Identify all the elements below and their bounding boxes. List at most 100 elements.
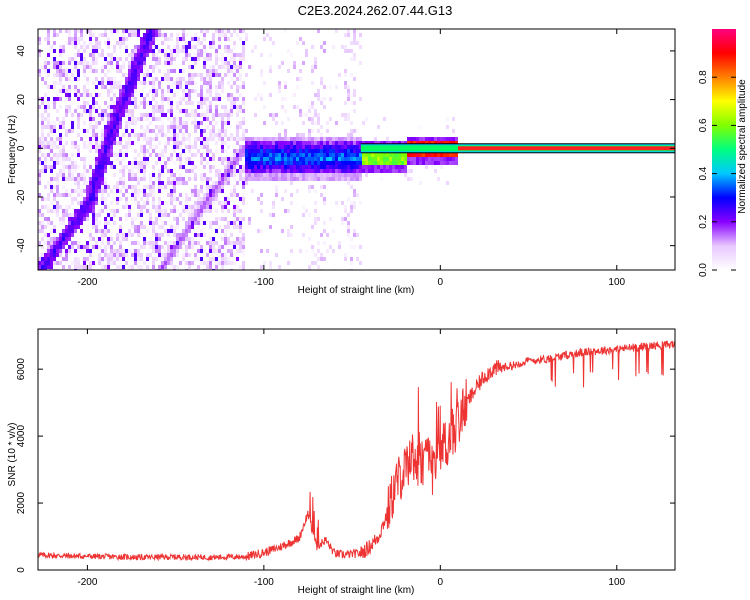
heatmap-cell bbox=[125, 73, 128, 77]
heatmap-cell bbox=[215, 173, 218, 177]
heatmap-cell bbox=[188, 137, 191, 141]
heatmap-cell bbox=[410, 177, 413, 181]
heatmap-cell bbox=[179, 141, 182, 145]
heatmap-cell bbox=[314, 189, 317, 193]
snr-x-ticks: -200 -100 0 100 bbox=[77, 329, 626, 588]
heatmap-cell bbox=[197, 41, 200, 45]
heatmap-cell bbox=[218, 97, 221, 101]
heatmap-cell bbox=[293, 61, 296, 65]
heatmap-cell bbox=[215, 73, 218, 77]
heatmap-cell bbox=[197, 221, 200, 225]
heatmap-cell bbox=[278, 141, 281, 145]
heatmap-cell bbox=[167, 85, 170, 89]
heatmap-cell bbox=[104, 101, 107, 105]
heatmap-cell bbox=[188, 77, 191, 81]
heatmap-cell bbox=[263, 145, 266, 149]
heatmap-cell bbox=[230, 189, 233, 193]
heatmap-cell bbox=[203, 45, 206, 49]
heatmap-cell bbox=[62, 177, 65, 181]
heatmap-cell bbox=[242, 81, 245, 85]
heatmap-cell bbox=[71, 189, 74, 193]
heatmap-cell bbox=[311, 117, 314, 121]
heatmap-cell bbox=[410, 169, 413, 173]
heatmap-cell bbox=[146, 185, 149, 189]
heatmap-cell bbox=[218, 113, 221, 117]
heatmap-cell bbox=[296, 141, 299, 145]
heatmap-cell bbox=[74, 241, 77, 245]
heatmap-cell bbox=[176, 33, 179, 37]
heatmap-cell bbox=[236, 125, 239, 129]
heatmap-cell bbox=[74, 189, 77, 193]
heatmap-cell bbox=[212, 157, 215, 161]
heatmap-cell bbox=[53, 145, 56, 149]
heatmap-cell bbox=[329, 149, 332, 153]
heatmap-cell bbox=[65, 177, 68, 181]
heatmap-cell bbox=[134, 201, 137, 205]
heatmap-cell bbox=[356, 173, 359, 177]
heatmap-cell bbox=[275, 141, 278, 145]
heatmap-cell bbox=[221, 245, 224, 249]
heatmap-cell bbox=[230, 249, 233, 253]
heatmap-cell bbox=[218, 129, 221, 133]
heatmap-cell bbox=[137, 53, 140, 57]
heatmap-cell bbox=[179, 125, 182, 129]
heatmap-cell bbox=[68, 249, 71, 253]
heatmap-cell bbox=[290, 201, 293, 205]
heatmap-cell bbox=[101, 201, 104, 205]
heatmap-cell bbox=[206, 141, 209, 145]
heatmap-cell bbox=[335, 149, 338, 153]
heatmap-cell bbox=[59, 249, 62, 253]
heatmap-cell bbox=[170, 125, 173, 129]
heatmap-cell bbox=[284, 209, 287, 213]
heatmap-cell bbox=[296, 145, 299, 149]
heatmap-cell bbox=[227, 65, 230, 69]
heatmap-cell bbox=[86, 45, 89, 49]
heatmap-cell bbox=[245, 145, 248, 149]
heatmap-cell bbox=[227, 121, 230, 125]
heatmap-cell bbox=[170, 229, 173, 233]
heatmap-cell bbox=[155, 45, 158, 49]
heatmap-cell bbox=[62, 69, 65, 73]
heatmap-cell bbox=[332, 45, 335, 49]
heatmap-cell bbox=[206, 265, 209, 269]
heatmap-cell bbox=[290, 193, 293, 197]
heatmap-cell bbox=[317, 141, 320, 145]
heatmap-cell bbox=[146, 201, 149, 205]
heatmap-cell bbox=[143, 129, 146, 133]
heatmap-cell bbox=[218, 181, 221, 185]
heatmap-cell bbox=[74, 257, 77, 261]
heatmap-cell bbox=[38, 225, 41, 229]
heatmap-cell bbox=[47, 221, 50, 225]
heatmap-cell bbox=[347, 197, 350, 201]
heatmap-cell bbox=[113, 165, 116, 169]
heatmap-cell bbox=[164, 185, 167, 189]
heatmap-cell bbox=[104, 185, 107, 189]
heatmap-cell bbox=[230, 233, 233, 237]
heatmap-cell bbox=[47, 53, 50, 57]
heatmap-cell bbox=[38, 113, 41, 117]
heatmap-cell bbox=[290, 225, 293, 229]
heatmap-cell bbox=[53, 261, 56, 265]
heatmap-cell bbox=[188, 149, 191, 153]
heatmap-cell bbox=[50, 253, 53, 257]
heatmap-cell bbox=[299, 161, 302, 165]
heatmap-cell bbox=[212, 45, 215, 49]
heatmap-cell bbox=[137, 69, 140, 73]
heatmap-cell bbox=[197, 193, 200, 197]
heatmap-cell bbox=[146, 41, 149, 45]
heatmap-cell bbox=[215, 261, 218, 265]
heatmap-cell bbox=[149, 65, 152, 69]
heatmap-cell bbox=[110, 61, 113, 65]
heatmap-cell bbox=[332, 141, 335, 145]
heatmap-cell bbox=[269, 141, 272, 145]
heatmap-cell bbox=[95, 57, 98, 61]
heatmap-cell bbox=[38, 181, 41, 185]
heatmap-cell bbox=[182, 125, 185, 129]
heatmap-cell bbox=[251, 149, 254, 153]
heatmap-cell bbox=[170, 85, 173, 89]
heatmap-cell bbox=[110, 53, 113, 57]
figure-title: C2E3.2024.262.07.44.G13 bbox=[298, 3, 453, 18]
heatmap-cell bbox=[239, 125, 242, 129]
heatmap-cell bbox=[152, 225, 155, 229]
heatmap-cell bbox=[113, 113, 116, 117]
